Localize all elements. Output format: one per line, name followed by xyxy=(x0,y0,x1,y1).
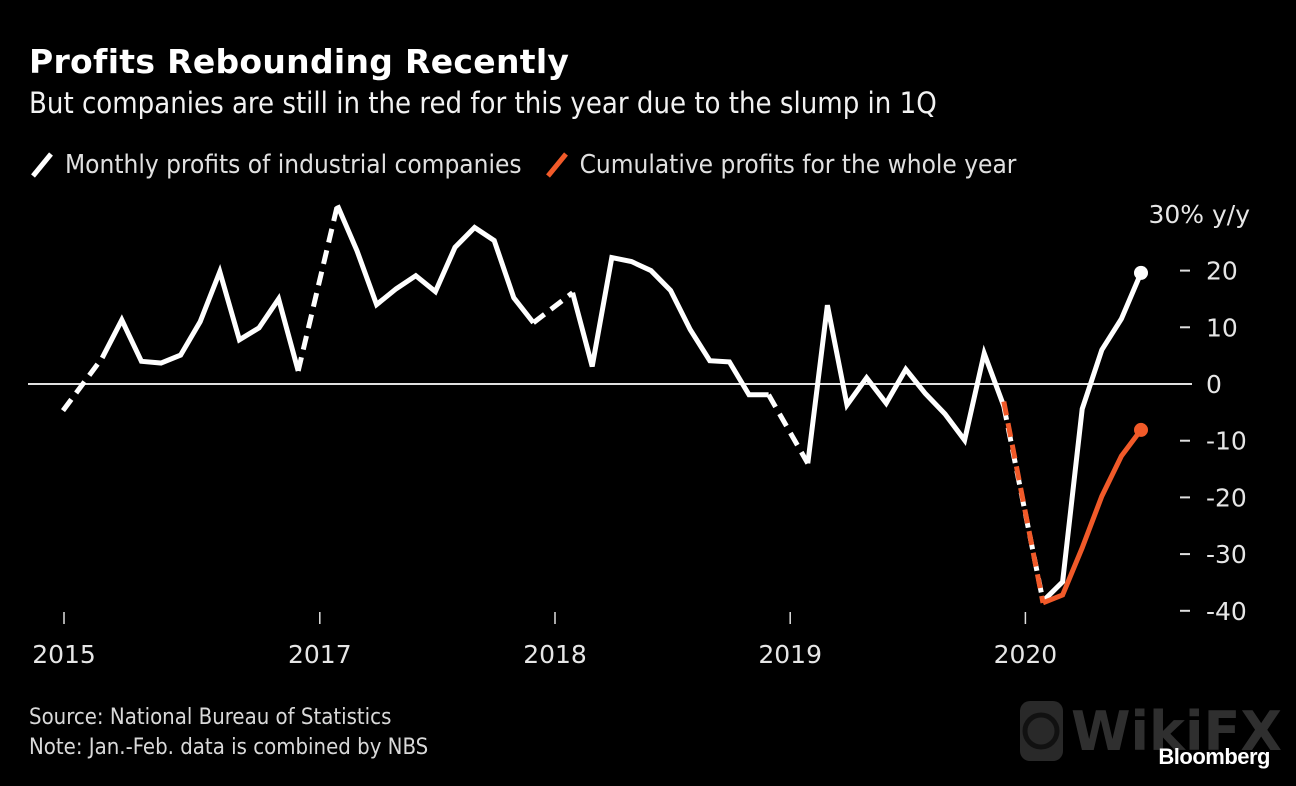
x-tick-label: 2017 xyxy=(288,640,352,669)
y-tick-label: -40 xyxy=(1206,597,1247,626)
watermark-logo-icon xyxy=(1020,701,1063,761)
series-1-dashed-bridge xyxy=(1001,405,1046,602)
y-tick-label: -30 xyxy=(1206,540,1247,569)
legend-item-cumulative: Cumulative profits for the whole year xyxy=(544,150,1017,180)
series-2-end-marker xyxy=(1134,422,1148,437)
series-2-line xyxy=(1042,428,1143,606)
data-note: Note: Jan.-Feb. data is combined by NBS xyxy=(29,735,429,760)
legend-swatch-monthly-icon xyxy=(31,152,53,178)
y-tick-label: -10 xyxy=(1206,427,1247,456)
chart-title: Profits Rebounding Recently xyxy=(29,42,570,81)
x-tick-label: 2019 xyxy=(758,640,822,669)
y-tick-label: 10 xyxy=(1206,313,1238,342)
y-tick-label: -20 xyxy=(1206,483,1247,512)
y-tick-label: 0 xyxy=(1206,370,1222,399)
x-tick-label: 2020 xyxy=(994,640,1058,669)
series-1-line xyxy=(335,204,536,325)
y-tick-label: 20 xyxy=(1206,257,1238,286)
y-axis-unit-label: 30% y/y xyxy=(1148,200,1250,229)
series-1-dashed-bridge xyxy=(295,204,340,372)
series-1-dashed-bridge xyxy=(766,393,810,465)
source-note: Source: National Bureau of Statistics xyxy=(29,705,392,730)
series-1-line xyxy=(99,263,301,372)
watermark-text: WikiFX xyxy=(1070,699,1282,763)
x-tick-label: 2018 xyxy=(523,640,587,669)
series-1-dashed-bridge xyxy=(531,290,575,325)
series-1-line xyxy=(1041,271,1144,603)
legend-label-monthly: Monthly profits of industrial companies xyxy=(65,150,522,180)
legend-swatch-cumulative-icon xyxy=(545,152,568,178)
series-2-dashed-bridge xyxy=(1001,401,1046,604)
chart-subtitle: But companies are still in the red for t… xyxy=(29,86,937,120)
legend: Monthly profits of industrial companies … xyxy=(29,150,1038,180)
series-1-dashed-bridge xyxy=(60,356,105,413)
x-tick-label: 2015 xyxy=(32,640,96,669)
legend-label-cumulative: Cumulative profits for the whole year xyxy=(579,150,1017,180)
series-1-line xyxy=(570,254,769,398)
legend-item-monthly: Monthly profits of industrial companies xyxy=(29,150,522,180)
watermark: WikiFX xyxy=(1020,697,1282,765)
bloomberg-logo: Bloomberg xyxy=(1158,744,1270,769)
series-1-end-marker xyxy=(1134,265,1148,280)
